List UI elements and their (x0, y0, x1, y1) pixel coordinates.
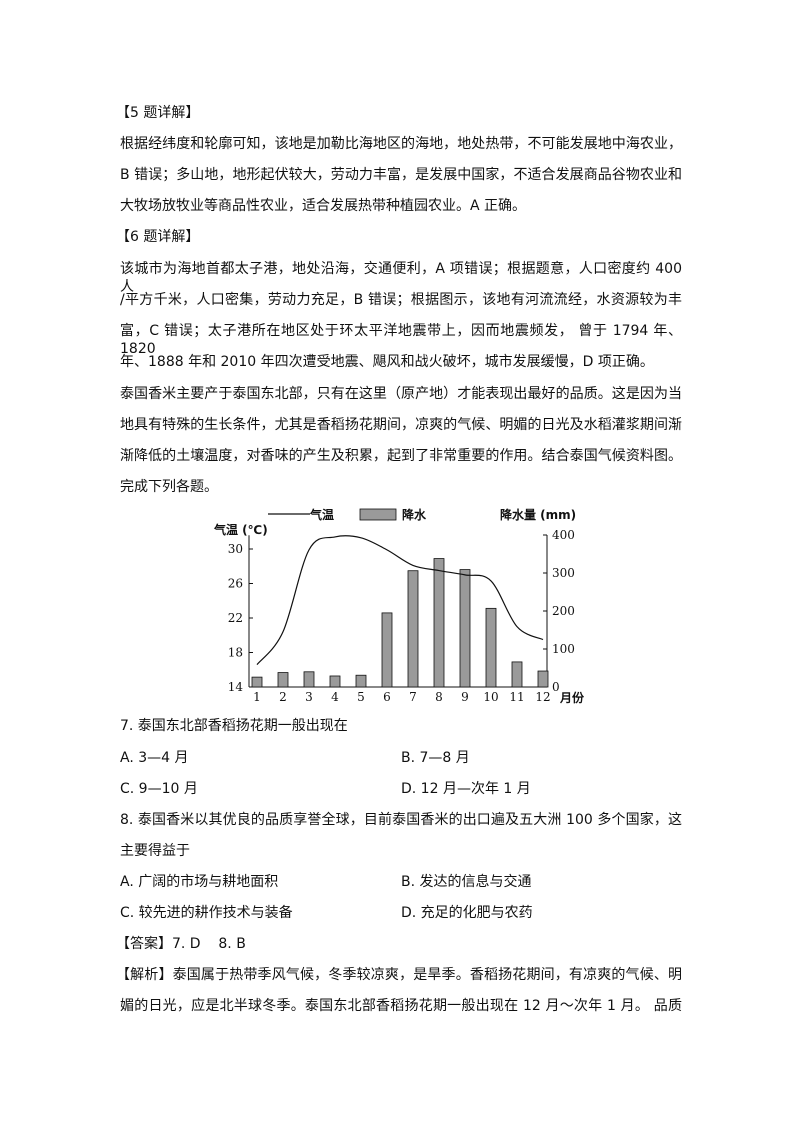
legend-line-label: 气温 (309, 507, 334, 522)
precipitation-bar (277, 672, 289, 688)
section6-line: 该城市为海地首都太子港，地处沿海，交通便利，A 项错误；根据题意，人口密度约 4… (120, 261, 682, 295)
section5-line: 根据经纬度和轮廓可知，该地是加勒比海地区的海地，地处热带，不可能发展地中海农业， (120, 136, 682, 152)
q8-option-d[interactable]: D. 充足的化肥与农药 (401, 905, 533, 921)
section6-line: /平方千米，人口密集，劳动力充足，B 错误；根据图示，该地有河流流经，水资源较为… (120, 292, 682, 308)
left-tick-label: 14 (228, 680, 244, 694)
precipitation-bar (537, 670, 549, 688)
x-tick-label: 5 (357, 690, 365, 704)
precipitation-bar (459, 569, 471, 688)
section5-line: 大牧场放牧业等商品性农业，适合发展热带种植园农业。A 正确。 (120, 198, 527, 214)
x-tick-label: 3 (305, 690, 313, 704)
q7-option-a[interactable]: A. 3—4 月 (120, 750, 189, 766)
left-tick-label: 18 (228, 646, 243, 660)
climate-chart: 气温 降水 气温 (℃) 降水量 (mm) 月份 141822263001002… (213, 507, 585, 705)
q8-stem-line: 8. 泰国香米以其优良的品质享誉全球，目前泰国香米的出口遍及五大洲 100 多个… (120, 812, 682, 828)
intro-line: 渐降低的土壤温度，对香味的产生及积累，起到了非常重要的作用。结合泰国气候资料图。 (120, 448, 682, 464)
section6-heading: 【6 题详解】 (116, 229, 200, 245)
precipitation-bar (407, 570, 419, 688)
q8-option-a[interactable]: A. 广阔的市场与耕地面积 (120, 874, 279, 890)
x-tick-label: 11 (509, 690, 524, 704)
temperature-line (256, 535, 544, 665)
x-tick-label: 12 (535, 690, 550, 704)
x-axis-title: 月份 (559, 690, 585, 705)
x-tick-label: 2 (279, 690, 287, 704)
q7-option-c[interactable]: C. 9—10 月 (120, 781, 198, 797)
x-tick-label: 6 (383, 690, 391, 704)
section5-line: B 错误；多山地，地形起伏较大，劳动力丰富，是发展中国家，不适合发展商品谷物农业… (120, 167, 682, 183)
left-tick-label: 26 (228, 577, 243, 591)
q7-stem: 7. 泰国东北部香稻扬花期一般出现在 (120, 718, 348, 734)
x-tick-label: 8 (435, 690, 443, 704)
intro-line: 泰国香米主要产于泰国东北部，只有在这里（原产地）才能表现出最好的品质。这是因为当 (120, 386, 682, 402)
precipitation-bar (511, 661, 523, 688)
right-tick-label: 300 (552, 566, 575, 580)
q7-option-b[interactable]: B. 7—8 月 (401, 750, 470, 766)
q8-option-b[interactable]: B. 发达的信息与交通 (401, 874, 532, 890)
q8-stem-line: 主要得益于 (120, 843, 190, 859)
x-tick-label: 10 (483, 690, 498, 704)
legend: 气温 降水 (268, 507, 427, 522)
intro-line: 地具有特殊的生长条件，尤其是香稻扬花期间，凉爽的气候、明媚的日光及水稻灌浆期间渐 (120, 417, 682, 433)
left-tick-label: 22 (228, 611, 243, 625)
right-tick-label: 200 (552, 604, 575, 618)
x-tick-label: 1 (253, 690, 261, 704)
legend-bar-label: 降水 (402, 507, 427, 522)
precipitation-bar (485, 607, 497, 688)
precipitation-bar (251, 676, 263, 688)
left-tick-label: 30 (228, 542, 243, 556)
right-tick-label: 0 (552, 680, 560, 694)
precipitation-bar (329, 675, 341, 688)
answer: 【答案】7. D 8. B (116, 936, 246, 952)
precipitation-bars (251, 558, 549, 688)
analysis-line: 媚的日光，应是北半球冬季。泰国东北部香稻扬花期一般出现在 12 月～次年 1 月… (120, 998, 682, 1014)
section6-line: 年、1888 年和 2010 年四次遭受地震、飓风和战火破坏，城市发展缓慢，D … (120, 354, 654, 370)
precipitation-bar (381, 612, 393, 688)
right-tick-label: 100 (552, 642, 575, 656)
x-tick-label: 4 (331, 690, 339, 704)
analysis-line: 【解析】泰国属于热带季风气候，冬季较凉爽，是旱季。香稻扬花期间，有凉爽的气候、明 (116, 967, 682, 983)
q8-option-c[interactable]: C. 较先进的耕作技术与装备 (120, 905, 293, 921)
intro-line: 完成下列各题。 (120, 479, 218, 495)
q7-option-d[interactable]: D. 12 月—次年 1 月 (401, 781, 531, 797)
section5-heading: 【5 题详解】 (116, 105, 200, 121)
section6-line: 富，C 错误；太子港所在地区处于环太平洋地震带上，因而地震频发， 曾于 1794… (120, 323, 682, 357)
legend-bar-swatch (359, 508, 397, 521)
left-axis-title: 气温 (℃) (213, 522, 268, 537)
temperature-curve (256, 535, 544, 665)
x-tick-label: 9 (461, 690, 469, 704)
precipitation-bar (433, 558, 445, 688)
x-tick-label: 7 (409, 690, 417, 704)
precipitation-bar (355, 674, 367, 688)
right-axis-title: 降水量 (mm) (500, 507, 576, 522)
right-tick-label: 400 (552, 528, 575, 542)
precipitation-bar (303, 671, 315, 688)
